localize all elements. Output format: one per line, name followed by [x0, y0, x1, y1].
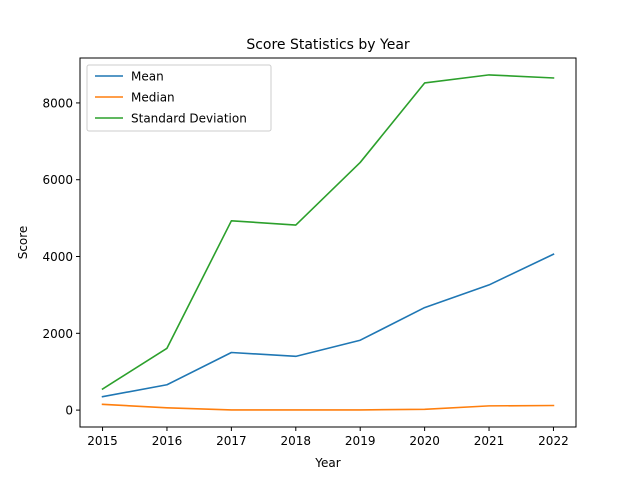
y-tick-label-6000: 6000 [42, 173, 73, 187]
series-lines [101, 74, 555, 411]
x-tick-label-2022: 2022 [538, 434, 569, 448]
x-axis-label: Year [314, 456, 340, 470]
x-axis: 2015 2016 2017 2018 2019 2020 2021 2022 [87, 427, 569, 448]
x-tick-label-2019: 2019 [345, 434, 376, 448]
y-tick-label-0: 0 [65, 404, 73, 418]
x-tick-label-2017: 2017 [216, 434, 247, 448]
y-tick-label-4000: 4000 [42, 250, 73, 264]
x-tick-label-2018: 2018 [281, 434, 312, 448]
y-axis-label: Score [16, 226, 30, 260]
legend-label-median: Median [131, 91, 175, 105]
legend-box [86, 64, 272, 132]
y-tick-label-2000: 2000 [42, 327, 73, 341]
y-tick-label-8000: 8000 [42, 96, 73, 110]
legend: Mean Median Standard Deviation [86, 64, 272, 132]
x-tick-label-2020: 2020 [409, 434, 440, 448]
legend-label-standard-deviation: Standard Deviation [131, 112, 247, 126]
legend-label-mean: Mean [131, 70, 164, 84]
plot-frame [79, 57, 577, 428]
x-tick-label-2021: 2021 [474, 434, 505, 448]
y-axis: 0 2000 4000 6000 8000 [42, 96, 80, 418]
series-line-median [101, 403, 555, 411]
x-tick-label-2016: 2016 [152, 434, 183, 448]
x-tick-label-2015: 2015 [87, 434, 118, 448]
series-line-mean [101, 253, 555, 398]
series-line-standard-deviation [101, 74, 555, 391]
chart-title: Score Statistics by Year [246, 37, 410, 53]
